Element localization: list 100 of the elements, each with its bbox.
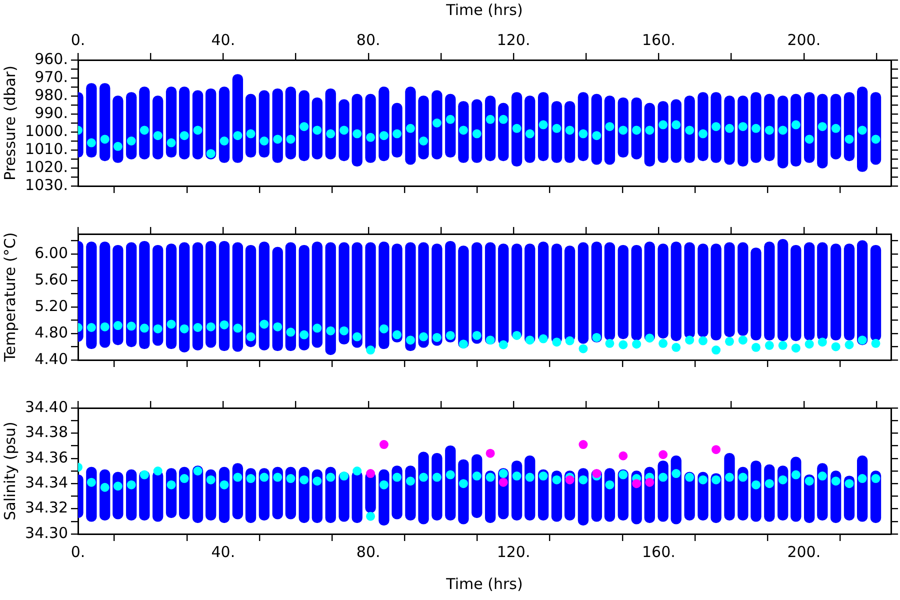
- y-tick-label: 4.80: [34, 323, 68, 342]
- bar: [192, 90, 204, 160]
- point: [498, 478, 508, 487]
- bar: [511, 244, 522, 340]
- point: [486, 448, 495, 458]
- point: [592, 469, 602, 478]
- bar: [472, 454, 482, 518]
- x-tick-label: 120.: [496, 542, 530, 561]
- point: [366, 469, 376, 478]
- bar: [817, 94, 828, 168]
- bar: [206, 240, 216, 348]
- point: [645, 478, 654, 487]
- y-tick-label: 990.: [34, 104, 68, 122]
- bar: [870, 92, 882, 165]
- x2-tick-label: 160.: [642, 30, 676, 49]
- bar: [139, 86, 150, 160]
- bar: [245, 244, 256, 348]
- bar: [152, 244, 164, 346]
- bar: [790, 456, 802, 522]
- bar: [750, 460, 762, 522]
- bar: [272, 246, 283, 352]
- bar: [724, 96, 735, 165]
- bar: [472, 242, 482, 344]
- y-tick-label: 960.: [34, 50, 68, 68]
- bar: [631, 97, 642, 160]
- bar: [538, 92, 549, 162]
- bar: [724, 453, 735, 520]
- y-axis-title: Salinity (psu): [0, 422, 19, 520]
- bar: [472, 99, 482, 163]
- y-tick-label: 4.40: [34, 350, 68, 368]
- y-tick-label: 34.32: [25, 498, 68, 517]
- bar: [325, 88, 336, 160]
- bar: [418, 452, 429, 524]
- bar: [817, 463, 828, 520]
- bar: [524, 96, 536, 163]
- x2-tick-label: 80.: [356, 30, 380, 49]
- bar: [458, 459, 469, 524]
- bar: [232, 74, 244, 163]
- y-tick-label: 34.38: [25, 423, 68, 442]
- bar: [312, 242, 323, 348]
- bar: [179, 86, 190, 160]
- bar: [538, 242, 549, 342]
- bar: [844, 92, 855, 162]
- point: [565, 475, 574, 484]
- bar: [790, 94, 802, 167]
- bar: [750, 92, 762, 163]
- bar: [484, 96, 496, 162]
- bar: [856, 240, 868, 346]
- bar: [764, 464, 775, 522]
- y-tick-label: 1000.: [25, 122, 68, 140]
- x-tick-label: 0.: [70, 542, 86, 561]
- bar: [112, 244, 124, 346]
- bar: [578, 92, 589, 162]
- bar: [218, 240, 230, 352]
- x2-tick-label: 200.: [787, 30, 821, 49]
- bar: [258, 90, 270, 158]
- y-tick-label: 34.40: [25, 398, 68, 416]
- bar: [338, 242, 350, 344]
- x-axis-title: Time (hrs): [445, 574, 523, 593]
- point: [712, 445, 721, 454]
- bar: [179, 242, 190, 352]
- bar: [338, 99, 350, 162]
- x2-tick-label: 120.: [496, 30, 530, 49]
- bar: [126, 92, 137, 160]
- bar: [272, 88, 283, 163]
- bar: [285, 86, 296, 160]
- bar: [432, 244, 442, 346]
- bar: [100, 83, 110, 162]
- bar: [298, 90, 310, 162]
- bar: [432, 453, 442, 520]
- bar: [830, 244, 842, 340]
- y-tick-label: 34.30: [25, 524, 68, 542]
- bar: [166, 86, 177, 158]
- x2-tick-label: 40.: [211, 30, 236, 49]
- bar: [352, 94, 362, 167]
- bar: [378, 242, 390, 350]
- bar: [86, 83, 97, 158]
- point: [618, 451, 628, 460]
- y-tick-label: 970.: [34, 68, 68, 86]
- bar: [166, 244, 177, 350]
- bar: [206, 88, 216, 160]
- bar: [604, 96, 616, 165]
- bar: [445, 94, 456, 158]
- bar: [192, 242, 204, 350]
- bar: [710, 92, 722, 163]
- bar: [670, 456, 682, 524]
- bar: [684, 96, 695, 163]
- bar: [458, 246, 469, 348]
- y-axis-title: Pressure (dbar): [0, 66, 19, 180]
- y-tick-label: 1010.: [25, 140, 68, 158]
- bar: [392, 244, 402, 342]
- bar: [418, 96, 429, 160]
- bar: [524, 244, 536, 344]
- bar: [670, 99, 682, 163]
- bar: [644, 102, 655, 167]
- bar: [658, 101, 668, 163]
- point: [379, 440, 388, 450]
- bar: [285, 242, 296, 352]
- bar: [511, 92, 522, 167]
- bar: [750, 248, 762, 340]
